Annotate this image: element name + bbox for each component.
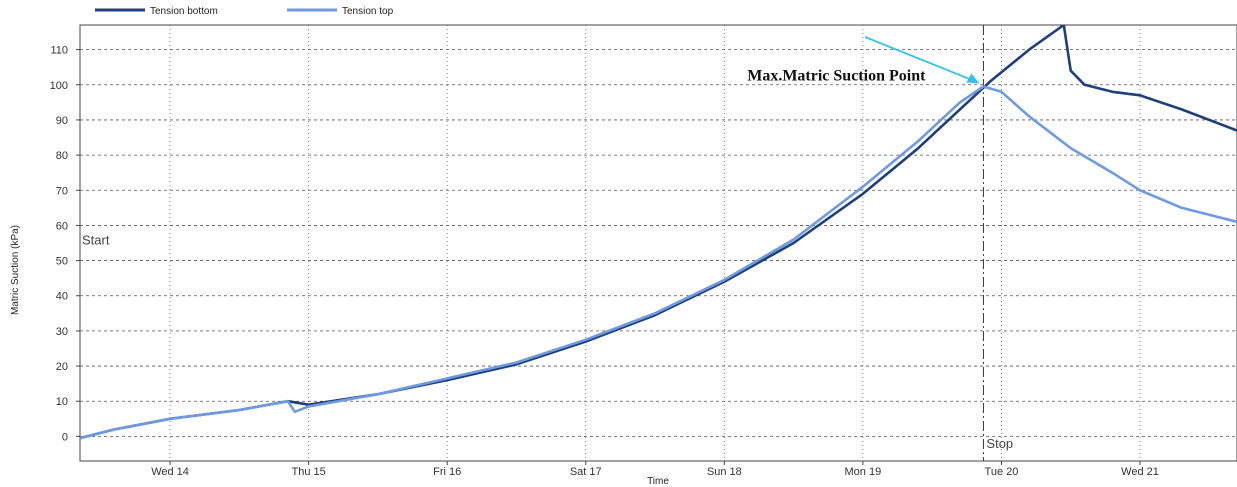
x-tick-label: Wed 14	[151, 466, 189, 478]
legend: Tension bottom Tension top	[95, 6, 394, 17]
y-tick-label: 80	[56, 150, 68, 162]
legend-label-tension-bottom: Tension bottom	[150, 6, 218, 17]
plot-area	[79, 24, 1237, 462]
y-tick-label: 0	[62, 431, 68, 443]
series-line-tension-top	[80, 85, 1237, 440]
max-point-annotation: Max.Matric Suction Point	[747, 68, 926, 85]
y-axis-ticks: 0 10 20 30 40 50 60 70 80 90 100 110	[50, 45, 80, 443]
y-tick-label: 70	[56, 185, 68, 197]
x-tick-label: Tue 20	[985, 466, 1019, 478]
y-tick-label: 40	[56, 291, 68, 303]
max-point-arrow	[864, 36, 974, 82]
y-tick-label: 20	[56, 361, 68, 373]
x-tick-label: Wed 21	[1121, 466, 1159, 478]
plot-frame-group	[79, 24, 1237, 462]
annotations: Max.Matric Suction Point Start Stop	[82, 36, 1013, 451]
x-axis-ticks: Wed 14 Thu 15 Fri 16 Sat 17 Sun 18 Mon 19 Tue …	[151, 461, 1159, 478]
x-tick-label: Sat 17	[570, 466, 602, 478]
y-axis-label: Matric Suction (kPa)	[10, 225, 21, 315]
grid	[80, 25, 1237, 461]
stop-annotation: Stop	[986, 436, 1013, 451]
series-lines	[80, 25, 1237, 440]
y-tick-label: 60	[56, 220, 68, 232]
y-tick-label: 30	[56, 326, 68, 338]
x-tick-label: Mon 19	[845, 466, 882, 478]
start-annotation: Start	[82, 232, 110, 247]
x-axis-label: Time	[647, 476, 669, 487]
y-tick-label: 10	[56, 396, 68, 408]
x-tick-label: Thu 15	[292, 466, 326, 478]
y-tick-label: 50	[56, 256, 68, 268]
x-tick-label: Sun 18	[707, 466, 742, 478]
x-tick-label: Fri 16	[433, 466, 461, 478]
y-tick-label: 90	[56, 115, 68, 127]
y-tick-label: 110	[50, 45, 68, 57]
legend-label-tension-top: Tension top	[342, 6, 394, 17]
y-tick-label: 100	[50, 80, 68, 92]
max-point-arrowhead	[966, 73, 980, 84]
